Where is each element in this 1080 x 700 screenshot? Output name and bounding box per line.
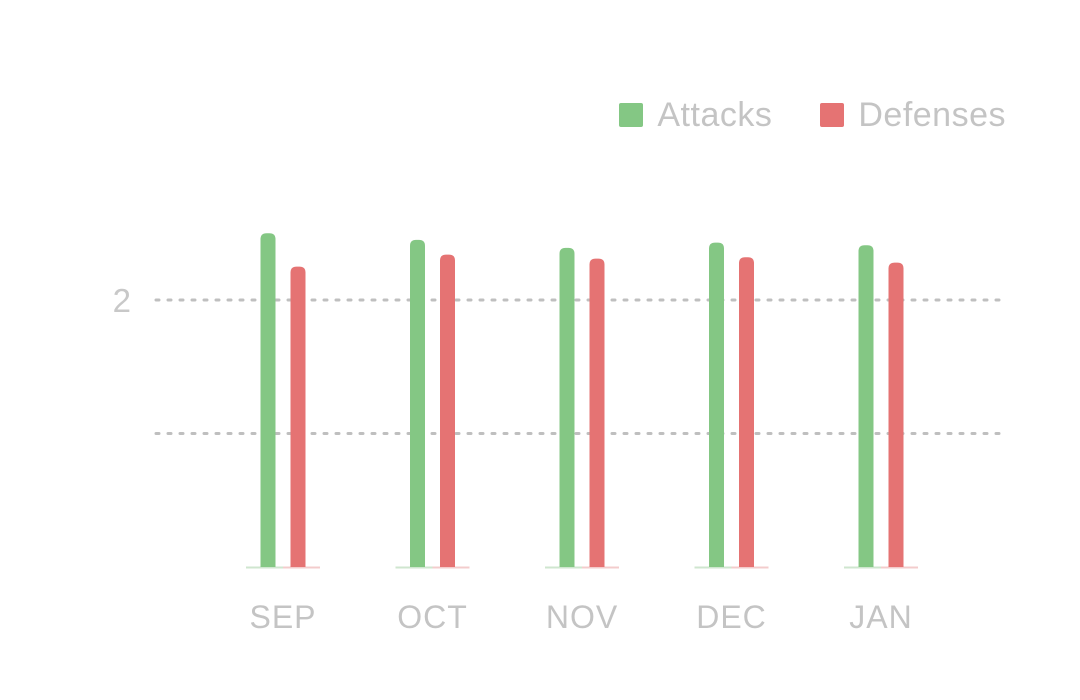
x-tick-label-nov: NOV <box>546 599 618 635</box>
legend-swatch-defenses <box>820 103 845 127</box>
x-tick-label-oct: OCT <box>397 599 468 635</box>
legend-label-attacks: Attacks <box>657 96 773 134</box>
bar-defenses-jan[interactable] <box>888 262 904 567</box>
bar-defenses-sep[interactable] <box>290 266 306 567</box>
bar-attacks-sep[interactable] <box>260 233 276 567</box>
bar-attacks-oct[interactable] <box>410 239 425 568</box>
y-tick-label-0: 2 <box>113 282 131 319</box>
legend-item-defenses[interactable]: Defenses <box>820 98 1006 132</box>
legend-swatch-attacks <box>619 103 644 127</box>
x-tick-label-sep: SEP <box>249 599 316 635</box>
legend-item-attacks[interactable]: Attacks <box>619 98 772 132</box>
bar-defenses-oct[interactable] <box>440 254 455 568</box>
bar-attacks-jan[interactable] <box>858 245 874 567</box>
legend: Attacks Defenses <box>619 98 1006 132</box>
legend-label-defenses: Defenses <box>858 96 1006 134</box>
bar-defenses-nov[interactable] <box>589 258 605 567</box>
bar-defenses-dec[interactable] <box>739 257 754 567</box>
x-tick-label-dec: DEC <box>696 599 767 635</box>
bar-attacks-nov[interactable] <box>559 247 575 567</box>
x-tick-label-jan: JAN <box>849 599 912 635</box>
bar-attacks-dec[interactable] <box>709 242 724 567</box>
